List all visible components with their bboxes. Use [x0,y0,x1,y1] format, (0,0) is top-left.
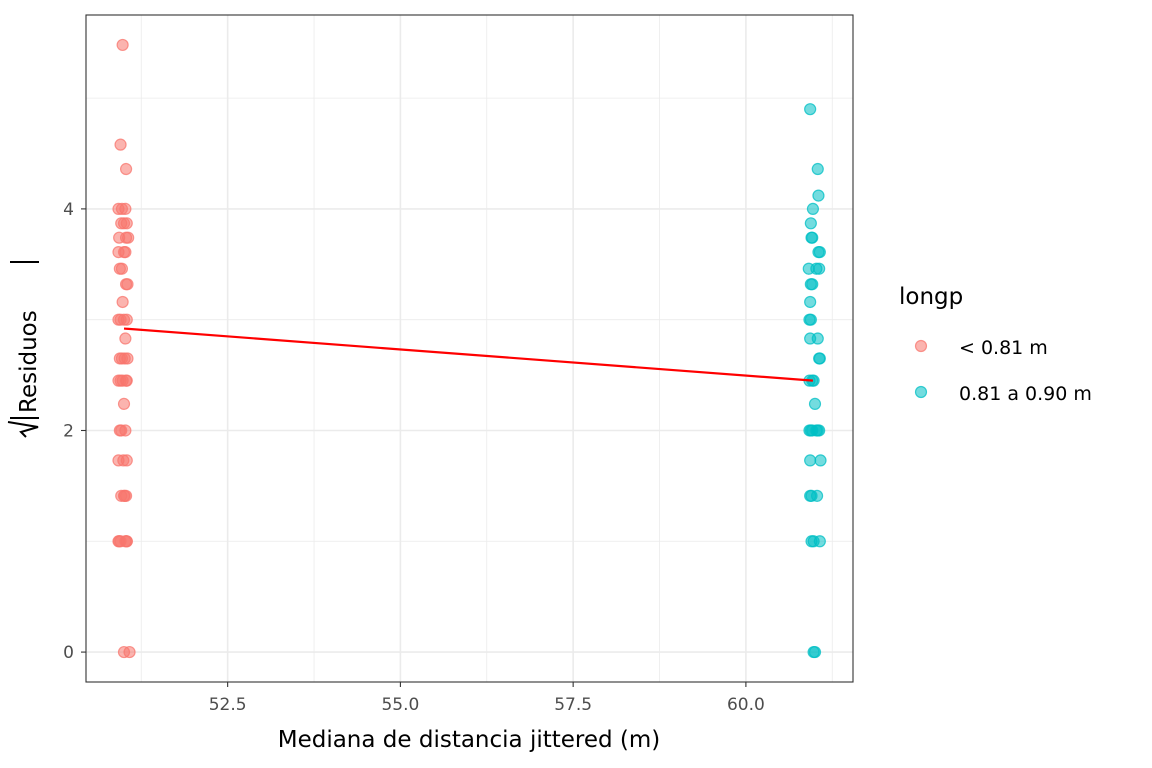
point-series-2-14 [804,295,817,309]
point-series-1-0 [116,38,129,52]
point-series-2-35 [810,489,824,502]
abs-bar-right [10,261,39,263]
point-series-1-11 [122,231,135,244]
point-series-2-1 [811,162,824,176]
point-series-2-16 [803,313,816,326]
point-series-2-40 [808,645,822,659]
point-series-2-20 [813,352,826,365]
abs-bar-left [10,417,39,419]
point-series-2-3 [806,202,820,215]
point-series-2-24 [808,397,822,410]
y-tick-label-1: 2 [63,421,74,441]
legend-title: longp [899,284,963,310]
point-series-1-28 [118,352,131,365]
point-series-2-32 [814,454,827,467]
point-series-1-44 [117,489,131,502]
point-series-2-31 [804,454,817,467]
scatter-points [112,38,827,659]
y-axis-title: Residuos [7,261,42,438]
point-series-1-23 [120,313,133,326]
point-series-2-18 [811,332,824,345]
sqrt-symbol-icon [7,421,39,438]
point-series-2-13 [806,278,819,291]
legend-label-series-1: < 0.81 m [959,337,1048,359]
point-series-1-40 [112,454,125,467]
panel-border [85,14,854,683]
point-series-2-2 [812,189,825,202]
y-tick-label-0: 0 [63,643,74,663]
point-series-2-4 [804,217,817,230]
point-series-1-37 [113,424,126,437]
point-series-1-1 [114,138,127,151]
point-series-1-8 [117,217,131,230]
y-tick-label-2: 4 [63,200,74,220]
x-tick-label-2: 57.5 [554,695,592,715]
point-series-1-24 [119,332,132,345]
point-series-2-30 [813,424,826,437]
point-series-2-8 [813,246,826,259]
point-series-1-2 [119,162,133,176]
point-series-2-11 [813,262,826,275]
point-series-2-38 [813,535,826,548]
point-series-2-6 [806,231,819,244]
x-axis-title: Mediana de distancia jittered (m) [278,727,661,753]
legend: longp < 0.81 m 0.81 a 0.90 m [899,284,1092,405]
grid-minor [86,15,853,682]
trend-line [123,327,814,382]
point-series-1-34 [117,397,131,410]
point-series-1-50 [120,535,133,548]
trend-line-group [123,327,814,382]
x-tick-label-1: 55.0 [381,695,419,715]
legend-label-series-2: 0.81 a 0.90 m [959,383,1092,405]
x-tick-label-0: 52.5 [209,695,247,715]
x-axis: 52.5 55.0 57.5 60.0 [209,682,765,715]
point-series-1-14 [119,246,132,259]
point-series-1-16 [115,262,129,275]
legend-key-series-2 [914,385,928,399]
x-tick-label-3: 60.0 [727,695,765,715]
point-series-1-5 [119,202,132,215]
point-series-2-0 [804,103,817,116]
point-series-1-18 [121,278,134,291]
legend-key-series-1 [914,339,928,353]
point-series-1-33 [120,374,133,387]
point-series-1-19 [116,295,129,309]
y-axis: 0 2 4 [63,200,86,663]
point-series-1-52 [123,645,136,659]
y-axis-title-text: Residuos [16,310,42,413]
